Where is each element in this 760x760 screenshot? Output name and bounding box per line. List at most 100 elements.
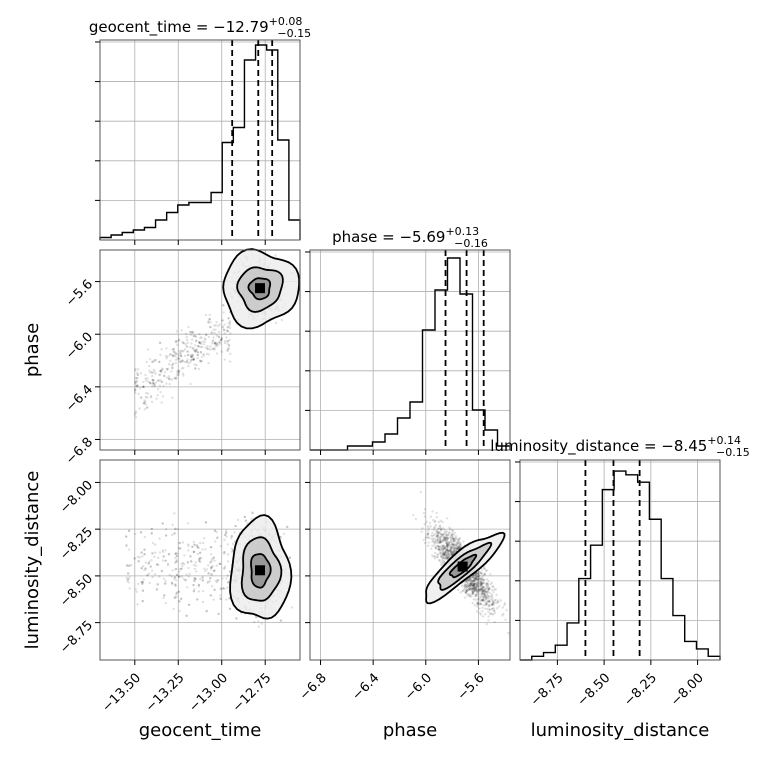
sample-point — [443, 536, 447, 539]
sample-point — [181, 340, 184, 344]
sample-point — [217, 335, 221, 339]
sample-point — [436, 535, 440, 538]
sample-point — [224, 529, 228, 532]
sample-point — [452, 549, 456, 552]
sample-point — [420, 530, 423, 533]
sample-point — [435, 535, 438, 538]
sample-point — [446, 537, 449, 540]
sample-point — [440, 558, 444, 562]
sample-point — [477, 588, 481, 591]
sample-point — [476, 575, 479, 578]
sample-point — [481, 598, 484, 602]
sample-point — [468, 593, 471, 596]
sample-point — [184, 578, 187, 582]
sample-point — [469, 588, 472, 591]
sample-point — [473, 589, 477, 593]
sample-point — [438, 545, 441, 548]
sample-point — [480, 592, 484, 595]
sample-point — [470, 578, 473, 582]
sample-point — [439, 540, 442, 544]
sample-point — [126, 572, 130, 575]
sample-point — [203, 340, 206, 344]
sample-point — [487, 599, 491, 603]
sample-point — [149, 371, 152, 374]
sample-point — [159, 353, 162, 357]
sample-point — [470, 583, 473, 587]
sample-point — [192, 358, 195, 361]
sample-point — [196, 353, 199, 357]
sample-point — [186, 561, 190, 564]
contour-line-phase-luminosity_distance — [437, 541, 493, 591]
sample-point — [472, 588, 475, 591]
sample-point — [438, 525, 442, 528]
sample-point — [439, 547, 443, 551]
sample-point — [436, 539, 439, 543]
sample-point — [145, 360, 148, 364]
sample-point — [190, 358, 193, 362]
sample-point — [475, 610, 479, 613]
sample-point — [449, 547, 453, 551]
sample-point — [485, 590, 489, 593]
sample-point — [475, 585, 479, 588]
sample-point — [483, 573, 487, 576]
sample-point — [481, 610, 484, 613]
sample-point — [475, 584, 478, 588]
sample-point — [179, 352, 182, 355]
sample-point — [125, 576, 128, 579]
sample-point — [186, 586, 189, 589]
sample-point — [176, 369, 179, 373]
sample-point — [463, 588, 466, 591]
sample-point — [476, 582, 480, 586]
sample-point — [440, 528, 443, 531]
sample-point — [439, 540, 442, 544]
sample-point — [471, 575, 475, 578]
sample-point — [474, 586, 477, 589]
sample-point — [426, 533, 429, 536]
sample-point — [486, 594, 489, 598]
sample-point — [173, 376, 176, 380]
sample-point — [179, 354, 183, 357]
sample-point — [166, 367, 170, 371]
sample-point — [475, 603, 479, 606]
sample-point — [186, 341, 189, 345]
sample-point — [452, 533, 455, 536]
sample-point — [176, 528, 180, 531]
sample-point — [219, 587, 223, 590]
sample-point — [470, 587, 473, 591]
sample-point — [476, 584, 480, 588]
sample-point — [177, 370, 181, 373]
sample-point — [490, 581, 493, 584]
sample-point — [188, 572, 191, 576]
sample-point — [478, 596, 481, 600]
sample-point — [202, 343, 206, 346]
sample-point — [487, 588, 491, 592]
sample-point — [443, 553, 446, 556]
sample-point — [477, 572, 480, 575]
sample-point — [442, 554, 445, 557]
sample-point — [468, 577, 472, 581]
sample-point — [437, 537, 440, 540]
sample-point — [466, 584, 470, 588]
sample-point — [490, 607, 494, 611]
sample-point — [133, 369, 137, 372]
sample-point — [274, 254, 277, 257]
sample-point — [460, 585, 464, 588]
sample-point — [446, 544, 450, 547]
sample-point — [465, 586, 468, 590]
sample-point — [440, 554, 443, 557]
sample-point — [482, 592, 486, 595]
sample-point — [477, 603, 480, 606]
sample-point — [171, 362, 175, 365]
sample-point — [459, 543, 462, 547]
sample-point — [428, 521, 432, 525]
sample-point — [431, 539, 435, 542]
sample-point — [219, 338, 222, 342]
sample-point — [196, 545, 199, 548]
sample-point — [260, 622, 263, 625]
sample-point — [430, 554, 434, 557]
sample-point — [155, 563, 159, 566]
sample-point — [209, 577, 212, 580]
sample-point — [198, 341, 201, 344]
sample-point — [146, 348, 150, 351]
sample-point — [179, 597, 183, 601]
